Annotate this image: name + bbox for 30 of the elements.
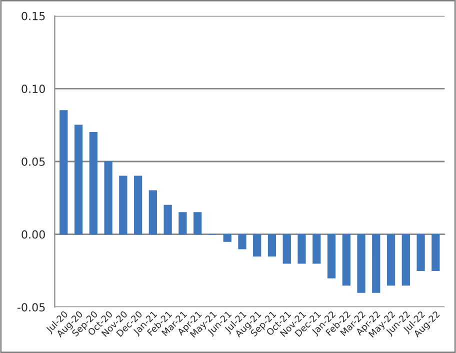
bar [268, 234, 276, 256]
y-tick-label: 0.05 [22, 157, 45, 166]
bar [402, 234, 410, 286]
y-tick-label: 0.10 [22, 84, 45, 94]
bar [74, 124, 83, 235]
bar [416, 234, 425, 272]
bar [148, 190, 158, 235]
bar [238, 234, 246, 250]
bar [327, 234, 336, 278]
bar [342, 234, 350, 286]
bar [178, 212, 187, 235]
bar [386, 234, 396, 286]
y-tick-label: 0.00 [22, 230, 45, 239]
bar [372, 234, 380, 293]
bar [89, 132, 98, 235]
bar [104, 161, 112, 235]
bar [312, 234, 321, 264]
bar [298, 234, 306, 264]
bar [164, 204, 172, 235]
bar [223, 234, 232, 242]
y-tick-label: 0.15 [22, 12, 45, 20]
bar [357, 234, 366, 293]
bar [60, 110, 68, 235]
y-tick-label: -0.05 [17, 303, 45, 312]
bar [119, 176, 128, 235]
bar [194, 212, 202, 235]
bar [134, 176, 142, 235]
bar [282, 234, 291, 264]
bar [432, 234, 440, 272]
bar [253, 234, 262, 256]
